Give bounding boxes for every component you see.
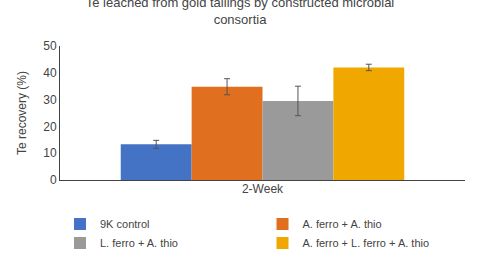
svg-text:A. ferro + L. ferro + A. thio: A. ferro + L. ferro + A. thio — [303, 237, 430, 249]
svg-text:L. ferro + A. thio: L. ferro + A. thio — [100, 237, 178, 249]
svg-text:2-Week: 2-Week — [242, 182, 284, 196]
svg-text:Te recovery (%): Te recovery (%) — [15, 71, 29, 155]
svg-text:30: 30 — [43, 93, 57, 107]
svg-text:10: 10 — [43, 146, 57, 160]
svg-text:Te leached from gold tailings: Te leached from gold tailings by constru… — [86, 0, 395, 27]
svg-text:0: 0 — [50, 173, 57, 187]
svg-text:20: 20 — [43, 120, 57, 134]
svg-text:A. ferro + A. thio: A. ferro + A. thio — [303, 218, 382, 230]
svg-text:9K control: 9K control — [100, 218, 150, 230]
svg-text:40: 40 — [43, 66, 57, 80]
svg-text:50: 50 — [43, 39, 57, 53]
